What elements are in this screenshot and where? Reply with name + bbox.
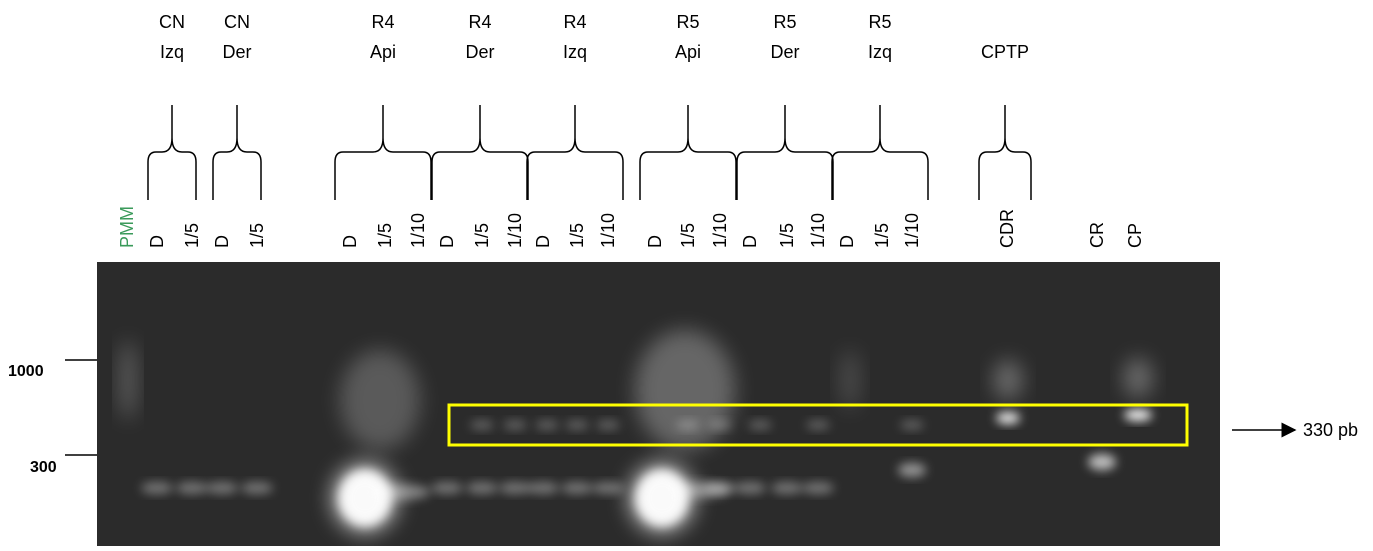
group-label: Der [465, 42, 494, 62]
highlight-box [447, 403, 1189, 447]
lane-label: 1/5 [777, 223, 797, 248]
band [141, 482, 173, 494]
group-label: R4 [371, 12, 394, 32]
lane-label: 1/5 [872, 223, 892, 248]
band [996, 412, 1020, 424]
band [748, 420, 772, 430]
band [840, 350, 860, 410]
marker-label: 300 [30, 459, 57, 476]
band [176, 482, 208, 494]
lane-label: D [147, 235, 167, 248]
band [628, 462, 696, 534]
brace [147, 105, 197, 200]
brace [212, 105, 262, 200]
band [1124, 358, 1152, 398]
group-label: Der [222, 42, 251, 62]
lane-label: 1/10 [408, 213, 428, 248]
band [708, 420, 732, 430]
marker-label: 1000 [8, 363, 44, 380]
lane-label: 1/5 [472, 223, 492, 248]
brace [526, 105, 624, 200]
group-label: R5 [676, 12, 699, 32]
band [734, 482, 766, 494]
band [241, 482, 273, 494]
band [771, 482, 803, 494]
lane-label: CR [1087, 222, 1107, 248]
band [470, 420, 494, 430]
lane-label: 1/10 [710, 213, 730, 248]
lane-label: D [645, 235, 665, 248]
band [802, 482, 834, 494]
group-label: Izq [160, 42, 184, 62]
brace [736, 105, 834, 200]
lane-label: D [212, 235, 232, 248]
band [806, 420, 830, 430]
brace [334, 105, 432, 200]
band [1124, 409, 1152, 421]
band [670, 482, 730, 498]
lane-label: 1/10 [598, 213, 618, 248]
band [994, 360, 1022, 400]
band [527, 482, 559, 494]
brace [831, 105, 929, 200]
lane-label: CDR [997, 209, 1017, 248]
group-label: R5 [773, 12, 796, 32]
lane-label: D [740, 235, 760, 248]
brace [639, 105, 737, 200]
lane-label: 1/10 [505, 213, 525, 248]
group-label: Izq [563, 42, 587, 62]
lane-label: 1/5 [247, 223, 267, 248]
group-label: CN [159, 12, 185, 32]
lane-label: 1/5 [182, 223, 202, 248]
band [635, 330, 735, 450]
band [898, 463, 926, 477]
lane-label: D [837, 235, 857, 248]
band [370, 484, 430, 500]
group-label: R4 [468, 12, 491, 32]
band [331, 462, 399, 534]
band [503, 420, 527, 430]
group-label: Api [675, 42, 701, 62]
band-label: 330 pb [1303, 420, 1358, 440]
group-label: R5 [868, 12, 891, 32]
lane-label: CP [1125, 223, 1145, 248]
band [120, 340, 136, 420]
group-label: R4 [563, 12, 586, 32]
band [466, 482, 498, 494]
band [206, 482, 238, 494]
group-label: CN [224, 12, 250, 32]
band [900, 420, 924, 430]
lane-label: 1/5 [567, 223, 587, 248]
lane-label: PMM [117, 206, 137, 248]
band [535, 420, 559, 430]
brace [431, 105, 529, 200]
band [561, 482, 593, 494]
group-label: CPTP [981, 42, 1029, 62]
lane-label: D [340, 235, 360, 248]
group-label: Api [370, 42, 396, 62]
lane-label: D [533, 235, 553, 248]
lane-label: 1/5 [678, 223, 698, 248]
lane-label: 1/10 [808, 213, 828, 248]
gel-bands [120, 330, 1152, 534]
band [499, 482, 531, 494]
lane-label: 1/10 [902, 213, 922, 248]
band [596, 420, 620, 430]
brace [978, 105, 1032, 200]
lane-label: 1/5 [375, 223, 395, 248]
band [340, 350, 420, 450]
group-label: Izq [868, 42, 892, 62]
lane-label: D [437, 235, 457, 248]
group-label: Der [770, 42, 799, 62]
band [1088, 454, 1116, 470]
band [592, 482, 624, 494]
band [676, 420, 700, 430]
band [565, 420, 589, 430]
band [431, 482, 463, 494]
